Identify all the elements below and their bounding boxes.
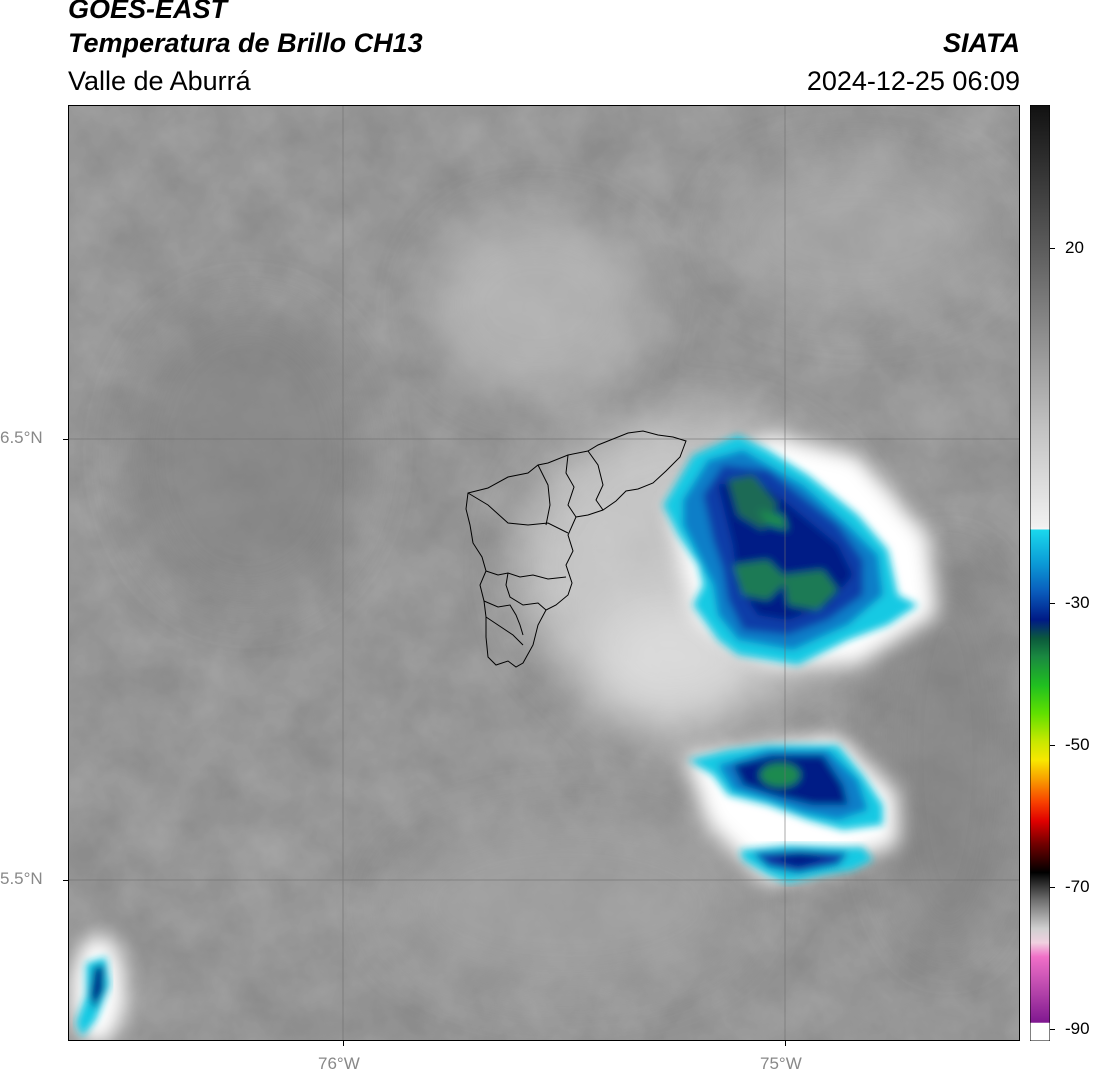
colorbar-tick: [1050, 603, 1055, 604]
colorbar-label-minus90: -90: [1065, 1019, 1090, 1038]
lon-label-76w: 76°W: [318, 1054, 360, 1073]
product-title: Temperatura de Brillo CH13: [68, 28, 423, 58]
colorbar-label-20: 20: [1065, 238, 1084, 257]
colorbar-label-minus70: -70: [1065, 877, 1090, 896]
lat-tick: [63, 439, 68, 440]
datetime-label: 2024-12-25 06:09: [806, 66, 1020, 96]
satellite-title: GOES-EAST: [68, 0, 228, 24]
convective-cell-southwest: [76, 957, 110, 1037]
region-title: Valle de Aburrá: [68, 66, 251, 96]
colorbar-tick: [1050, 887, 1055, 888]
colorbar-tick: [1050, 745, 1055, 746]
lat-label-5-5n: 5.5°N: [0, 869, 43, 888]
colorbar-tick: [1050, 1029, 1055, 1030]
colorbar-tick: [1050, 248, 1055, 249]
convective-cell-south: [740, 845, 873, 883]
graticule: [68, 105, 1020, 1041]
colorbar-label-minus30: -30: [1065, 593, 1090, 612]
colorbar-label-minus50: -50: [1065, 735, 1090, 754]
lon-tick: [343, 1041, 344, 1046]
lat-label-6-5n: 6.5°N: [0, 428, 43, 447]
lon-label-75w: 75°W: [760, 1054, 802, 1073]
lon-tick: [785, 1041, 786, 1046]
satellite-map: [68, 105, 1020, 1041]
aburra-valley-boundaries: [465, 430, 687, 668]
temperature-colorbar: [1030, 105, 1050, 1041]
convective-cell-north: [663, 435, 918, 665]
lat-tick: [63, 880, 68, 881]
agency-label: SIATA: [943, 28, 1020, 58]
